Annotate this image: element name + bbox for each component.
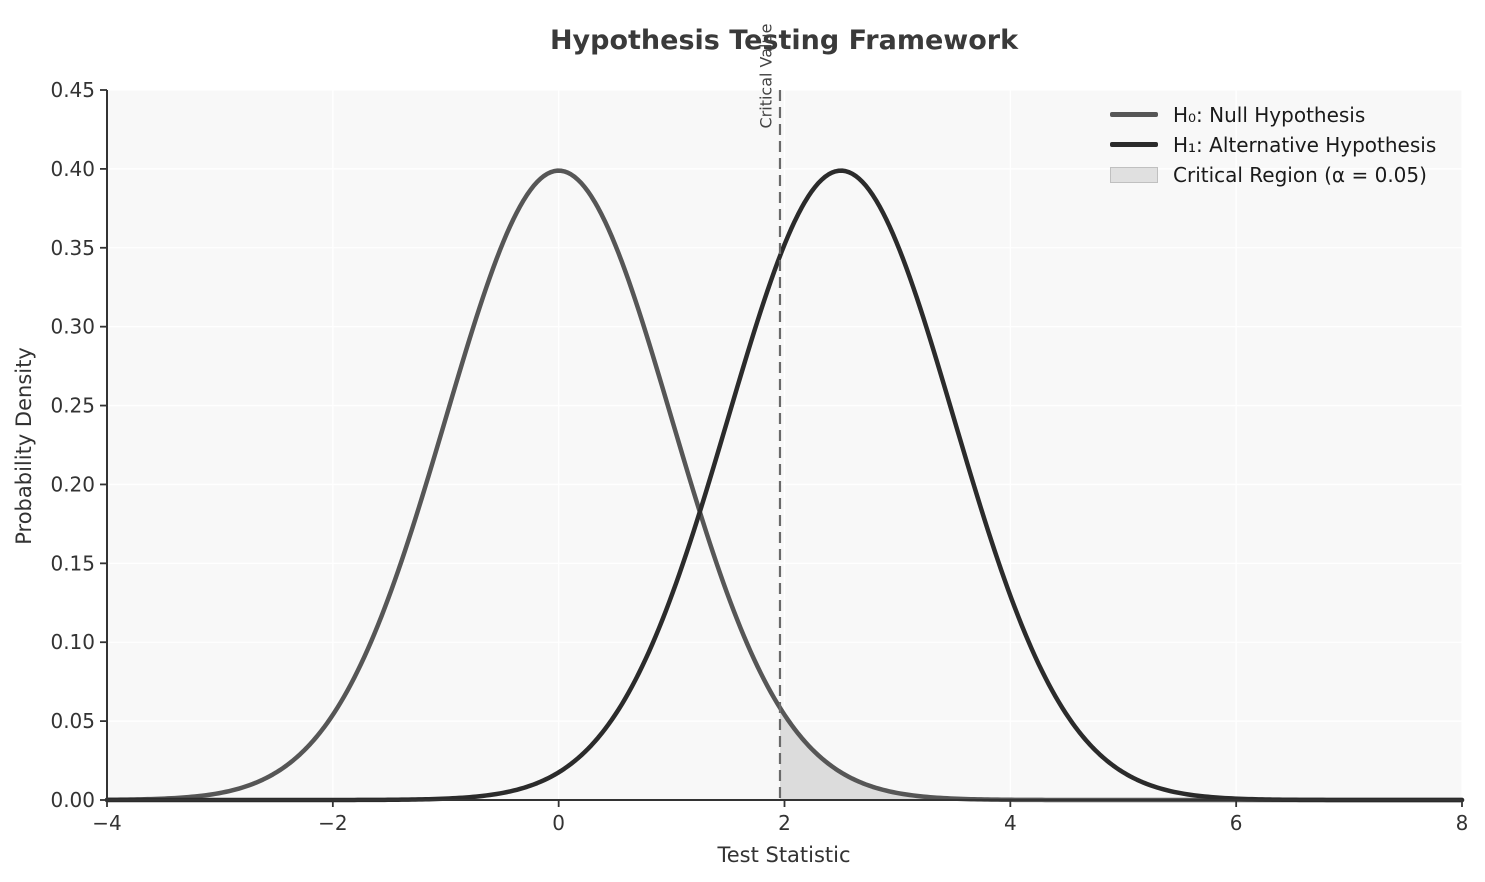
legend: H₀: Null Hypothesis H₁: Alternative Hypo… xyxy=(1110,102,1437,187)
legend-label-critical-region: Critical Region (α = 0.05) xyxy=(1173,162,1427,187)
legend-entry-critical-region: Critical Region (α = 0.05) xyxy=(1110,162,1436,187)
y-tick-label: 0.40 xyxy=(50,157,95,181)
y-axis-label: Probability Density xyxy=(12,347,36,545)
y-tick-label: 0.35 xyxy=(50,236,95,260)
x-tick-label: −4 xyxy=(92,811,121,835)
legend-line-swatch-h0 xyxy=(1110,112,1158,117)
y-tick-label: 0.05 xyxy=(50,709,95,733)
x-tick-label: 4 xyxy=(1004,811,1017,835)
x-tick-label: 0 xyxy=(552,811,565,835)
legend-line-swatch-h1 xyxy=(1110,142,1158,147)
critical-value-annotation: Critical Value xyxy=(756,23,776,129)
legend-label-h0: H₀: Null Hypothesis xyxy=(1173,102,1366,127)
x-axis-label: Test Statistic xyxy=(717,843,851,867)
legend-entry-alternative-hypothesis: H₁: Alternative Hypothesis xyxy=(1110,132,1437,157)
y-tick-label: 0.00 xyxy=(50,788,95,812)
y-tick-label: 0.10 xyxy=(50,630,95,654)
y-tick-label: 0.20 xyxy=(50,472,95,496)
y-tick-label: 0.25 xyxy=(50,394,95,418)
y-tick-label: 0.15 xyxy=(50,551,95,575)
x-tick-label: −2 xyxy=(318,811,347,835)
x-tick-label: 2 xyxy=(778,811,791,835)
chart-title: Hypothesis Testing Framework xyxy=(549,25,1019,56)
legend-entry-null-hypothesis: H₀: Null Hypothesis xyxy=(1110,102,1436,127)
x-tick-label: 8 xyxy=(1456,811,1469,835)
y-tick-label: 0.45 xyxy=(50,78,95,102)
y-tick-label: 0.30 xyxy=(50,315,95,339)
x-tick-label: 6 xyxy=(1230,811,1243,835)
legend-label-h1: H₁: Alternative Hypothesis xyxy=(1173,132,1437,157)
legend-patch-swatch-critical-region xyxy=(1110,166,1158,183)
critical-region-fill xyxy=(779,707,1462,800)
